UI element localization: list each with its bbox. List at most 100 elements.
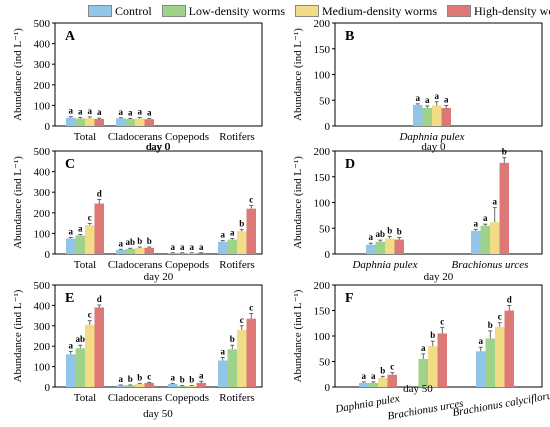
panel-f-sig-label: a bbox=[362, 371, 367, 381]
panel-b-ytick-label: 200 bbox=[314, 18, 331, 30]
panel-e-ylabel: Abundance (ind L⁻¹) bbox=[12, 289, 24, 382]
legend-swatch-medium-density bbox=[295, 5, 319, 17]
panel-d-sig-label: a bbox=[483, 213, 488, 223]
panel-f-bar bbox=[368, 382, 378, 387]
panel-e-category-label: Total bbox=[74, 392, 96, 404]
legend-item-medium-density: Medium-density worms bbox=[295, 4, 437, 19]
panel-a-sig-label: a bbox=[69, 106, 74, 116]
panel-a-sig-label: a bbox=[88, 106, 93, 116]
panel-d-ytick-label: 200 bbox=[314, 146, 331, 158]
panel-e-ytick-label: 100 bbox=[34, 362, 51, 374]
panel-a-ytick-label: 300 bbox=[34, 59, 51, 71]
chart-legend: Control Low-density worms Medium-density… bbox=[88, 2, 550, 20]
panel-e-bar bbox=[125, 385, 135, 387]
panel-f-ytick-label: 0 bbox=[325, 382, 331, 394]
panel-a-bar bbox=[94, 118, 104, 126]
panel-e-sig-label: b bbox=[189, 375, 194, 385]
panel-f-sig-label: b bbox=[488, 320, 493, 330]
panel-d-sig-label: ab bbox=[375, 229, 385, 239]
panel-c-bar bbox=[144, 247, 154, 254]
panel-f-letter: F bbox=[345, 291, 354, 306]
panel-a-ytick-label: 200 bbox=[34, 80, 51, 92]
panel-e-category-label: Cladocerans bbox=[108, 392, 162, 404]
panel-e-sig-label: c bbox=[147, 371, 151, 381]
panel-b-ylabel: Abundance (ind L⁻¹) bbox=[292, 28, 304, 121]
panel-e-bar bbox=[75, 348, 85, 387]
panel-e-bar bbox=[144, 382, 154, 387]
panel-f-ytick-label: 50 bbox=[319, 357, 331, 369]
panel-a-category-label: Copepods bbox=[165, 131, 209, 143]
panel-c-sig-label: b bbox=[137, 236, 142, 246]
panel-c-ytick-label: 400 bbox=[34, 167, 51, 179]
panel-d-category-label: Brachionus urces bbox=[452, 259, 529, 271]
panel-d-sig-label: a bbox=[369, 232, 374, 242]
panel-b-letter: B bbox=[345, 29, 354, 44]
panel-d-ytick-label: 150 bbox=[314, 172, 331, 184]
panel-d-sig-label: a bbox=[493, 197, 498, 207]
panel-c-bar bbox=[94, 203, 104, 254]
panel-c-sig-label: a bbox=[78, 223, 83, 233]
panel-a-bar bbox=[144, 119, 154, 126]
panel-e-category-label: Rotifers bbox=[219, 392, 254, 404]
panel-d-bar bbox=[499, 162, 509, 254]
panel-c-bar bbox=[135, 247, 145, 254]
panel-e-bar bbox=[66, 354, 76, 387]
panel-a-bar bbox=[75, 118, 85, 126]
panel-c-bar bbox=[116, 249, 126, 254]
panel-b-sig-label: a bbox=[435, 91, 440, 101]
panel-e-ytick-label: 400 bbox=[34, 300, 51, 312]
panel-c-xlabel: day 0 bbox=[146, 141, 171, 153]
panel-c-sig-label: d bbox=[97, 188, 102, 198]
panel-f-sig-label: b bbox=[430, 330, 435, 340]
panel-d-bar bbox=[375, 241, 385, 254]
panel-d-category-label: Daphnia pulex bbox=[351, 259, 417, 271]
panel-f-sig-label: d bbox=[507, 294, 512, 304]
panel-b-sig-label: a bbox=[425, 95, 430, 105]
panel-e-letter: E bbox=[65, 291, 74, 306]
panel-d-sig-label: b bbox=[387, 225, 392, 235]
panel-e-bar bbox=[135, 383, 145, 387]
panel-f-sig-label: c bbox=[498, 312, 502, 322]
panel-d-bar bbox=[394, 239, 404, 254]
panel-d-letter: D bbox=[345, 157, 355, 172]
panel-c-sig-label: c bbox=[249, 195, 253, 205]
legend-label-medium-density: Medium-density worms bbox=[322, 3, 437, 18]
panel-e-bar bbox=[94, 307, 104, 387]
panel-e-sig-label: c bbox=[240, 315, 244, 325]
legend-label-control: Control bbox=[115, 3, 152, 18]
panel-e-bar bbox=[196, 382, 206, 387]
panel-f-bar bbox=[495, 326, 505, 387]
panel-a-bar bbox=[85, 118, 95, 126]
panel-d-bar bbox=[471, 230, 481, 254]
panel-c-sig-label: a bbox=[180, 242, 185, 252]
panel-e-sig-label: a bbox=[119, 374, 124, 384]
panel-b-sig-label: a bbox=[416, 93, 421, 103]
panel-c-sig-label: a bbox=[119, 238, 124, 248]
panel-a-bar bbox=[125, 118, 135, 126]
panel-e-sig-label: c bbox=[88, 310, 92, 320]
panel-d-ytick-label: 100 bbox=[314, 198, 331, 210]
panel-e-bar bbox=[227, 349, 237, 387]
panel-c-sig-label: a bbox=[171, 242, 176, 252]
day-label: day 0 bbox=[146, 141, 171, 153]
panel-b-ytick-label: 50 bbox=[319, 95, 331, 107]
panel-c-ytick-label: 200 bbox=[34, 208, 51, 220]
panel-d-ylabel: Abundance (ind L⁻¹) bbox=[292, 156, 304, 249]
panel-e-sig-label: a bbox=[69, 340, 74, 350]
panel-c-sig-label: a bbox=[230, 228, 235, 238]
panel-d-sig-label: b bbox=[397, 227, 402, 237]
panel-e-bar bbox=[218, 360, 228, 387]
legend-label-high-density: High-density worms bbox=[474, 3, 550, 18]
panel-e-sig-label: d bbox=[97, 294, 102, 304]
panel-f-bar bbox=[476, 351, 486, 387]
panel-f-bar bbox=[387, 374, 397, 387]
panel-c-sig-label: a bbox=[221, 230, 226, 240]
panel-c-bar bbox=[125, 248, 135, 254]
panel-a-ytick-label: 100 bbox=[34, 100, 51, 112]
panel-d-xlabel: day 20 bbox=[424, 271, 454, 283]
panel-e-bar bbox=[237, 329, 247, 387]
panel-c-sig-label: b bbox=[147, 236, 152, 246]
panel-e-ytick-label: 0 bbox=[45, 382, 51, 394]
panel-c-bar bbox=[85, 225, 95, 254]
legend-swatch-control bbox=[88, 5, 112, 17]
